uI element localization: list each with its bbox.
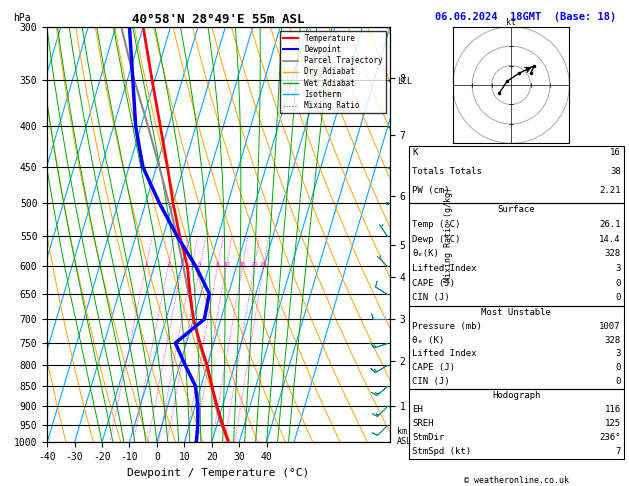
Text: Surface: Surface (498, 205, 535, 214)
Text: Hodograph: Hodograph (493, 391, 540, 400)
Text: 7: 7 (615, 447, 621, 456)
Text: 3: 3 (615, 349, 621, 359)
Text: 38: 38 (610, 167, 621, 176)
Title: kt: kt (506, 17, 516, 27)
Text: 2: 2 (166, 262, 170, 267)
Text: 26.1: 26.1 (599, 220, 621, 229)
Text: 25: 25 (260, 262, 267, 267)
Text: K: K (412, 148, 418, 157)
Text: 328: 328 (604, 249, 621, 258)
Text: 0: 0 (615, 278, 621, 288)
Text: 16: 16 (610, 148, 621, 157)
Text: 06.06.2024  18GMT  (Base: 18): 06.06.2024 18GMT (Base: 18) (435, 12, 616, 22)
X-axis label: Dewpoint / Temperature (°C): Dewpoint / Temperature (°C) (128, 468, 309, 478)
Text: Temp (°C): Temp (°C) (412, 220, 460, 229)
Y-axis label: Mixing Ratio (g/kg): Mixing Ratio (g/kg) (445, 187, 454, 282)
Text: θₑ (K): θₑ (K) (412, 336, 444, 345)
Text: 2.21: 2.21 (599, 186, 621, 195)
Legend: Temperature, Dewpoint, Parcel Trajectory, Dry Adiabat, Wet Adiabat, Isotherm, Mi: Temperature, Dewpoint, Parcel Trajectory… (280, 31, 386, 113)
Text: 0: 0 (615, 377, 621, 386)
Text: 0: 0 (615, 363, 621, 372)
Text: 10: 10 (222, 262, 230, 267)
Text: CAPE (J): CAPE (J) (412, 363, 455, 372)
Text: 3: 3 (180, 262, 184, 267)
Text: 236°: 236° (599, 433, 621, 442)
Text: 20: 20 (250, 262, 258, 267)
Text: Totals Totals: Totals Totals (412, 167, 482, 176)
Text: StmSpd (kt): StmSpd (kt) (412, 447, 471, 456)
Text: Pressure (mb): Pressure (mb) (412, 322, 482, 331)
Text: Lifted Index: Lifted Index (412, 264, 477, 273)
Text: CIN (J): CIN (J) (412, 294, 450, 302)
Text: 0: 0 (615, 294, 621, 302)
Text: Most Unstable: Most Unstable (481, 308, 552, 317)
Text: Lifted Index: Lifted Index (412, 349, 477, 359)
Text: 328: 328 (604, 336, 621, 345)
Text: CIN (J): CIN (J) (412, 377, 450, 386)
Text: 14.4: 14.4 (599, 235, 621, 243)
Text: 4: 4 (190, 262, 194, 267)
Text: 1007: 1007 (599, 322, 621, 331)
Text: PW (cm): PW (cm) (412, 186, 450, 195)
Text: 15: 15 (238, 262, 246, 267)
Text: Dewp (°C): Dewp (°C) (412, 235, 460, 243)
Text: km
ASL: km ASL (397, 427, 412, 447)
Text: 8: 8 (216, 262, 220, 267)
Text: LCL: LCL (397, 77, 412, 86)
Text: © weatheronline.co.uk: © weatheronline.co.uk (464, 476, 569, 486)
Text: EH: EH (412, 405, 423, 414)
Text: θₑ(K): θₑ(K) (412, 249, 439, 258)
Title: 40°58'N 28°49'E 55m ASL: 40°58'N 28°49'E 55m ASL (132, 13, 305, 26)
Text: hPa: hPa (13, 13, 31, 22)
Text: CAPE (J): CAPE (J) (412, 278, 455, 288)
Text: SREH: SREH (412, 419, 433, 428)
Text: 3: 3 (615, 264, 621, 273)
Text: 125: 125 (604, 419, 621, 428)
Text: 5: 5 (198, 262, 202, 267)
Text: 116: 116 (604, 405, 621, 414)
Text: StmDir: StmDir (412, 433, 444, 442)
Text: 1: 1 (144, 262, 148, 267)
